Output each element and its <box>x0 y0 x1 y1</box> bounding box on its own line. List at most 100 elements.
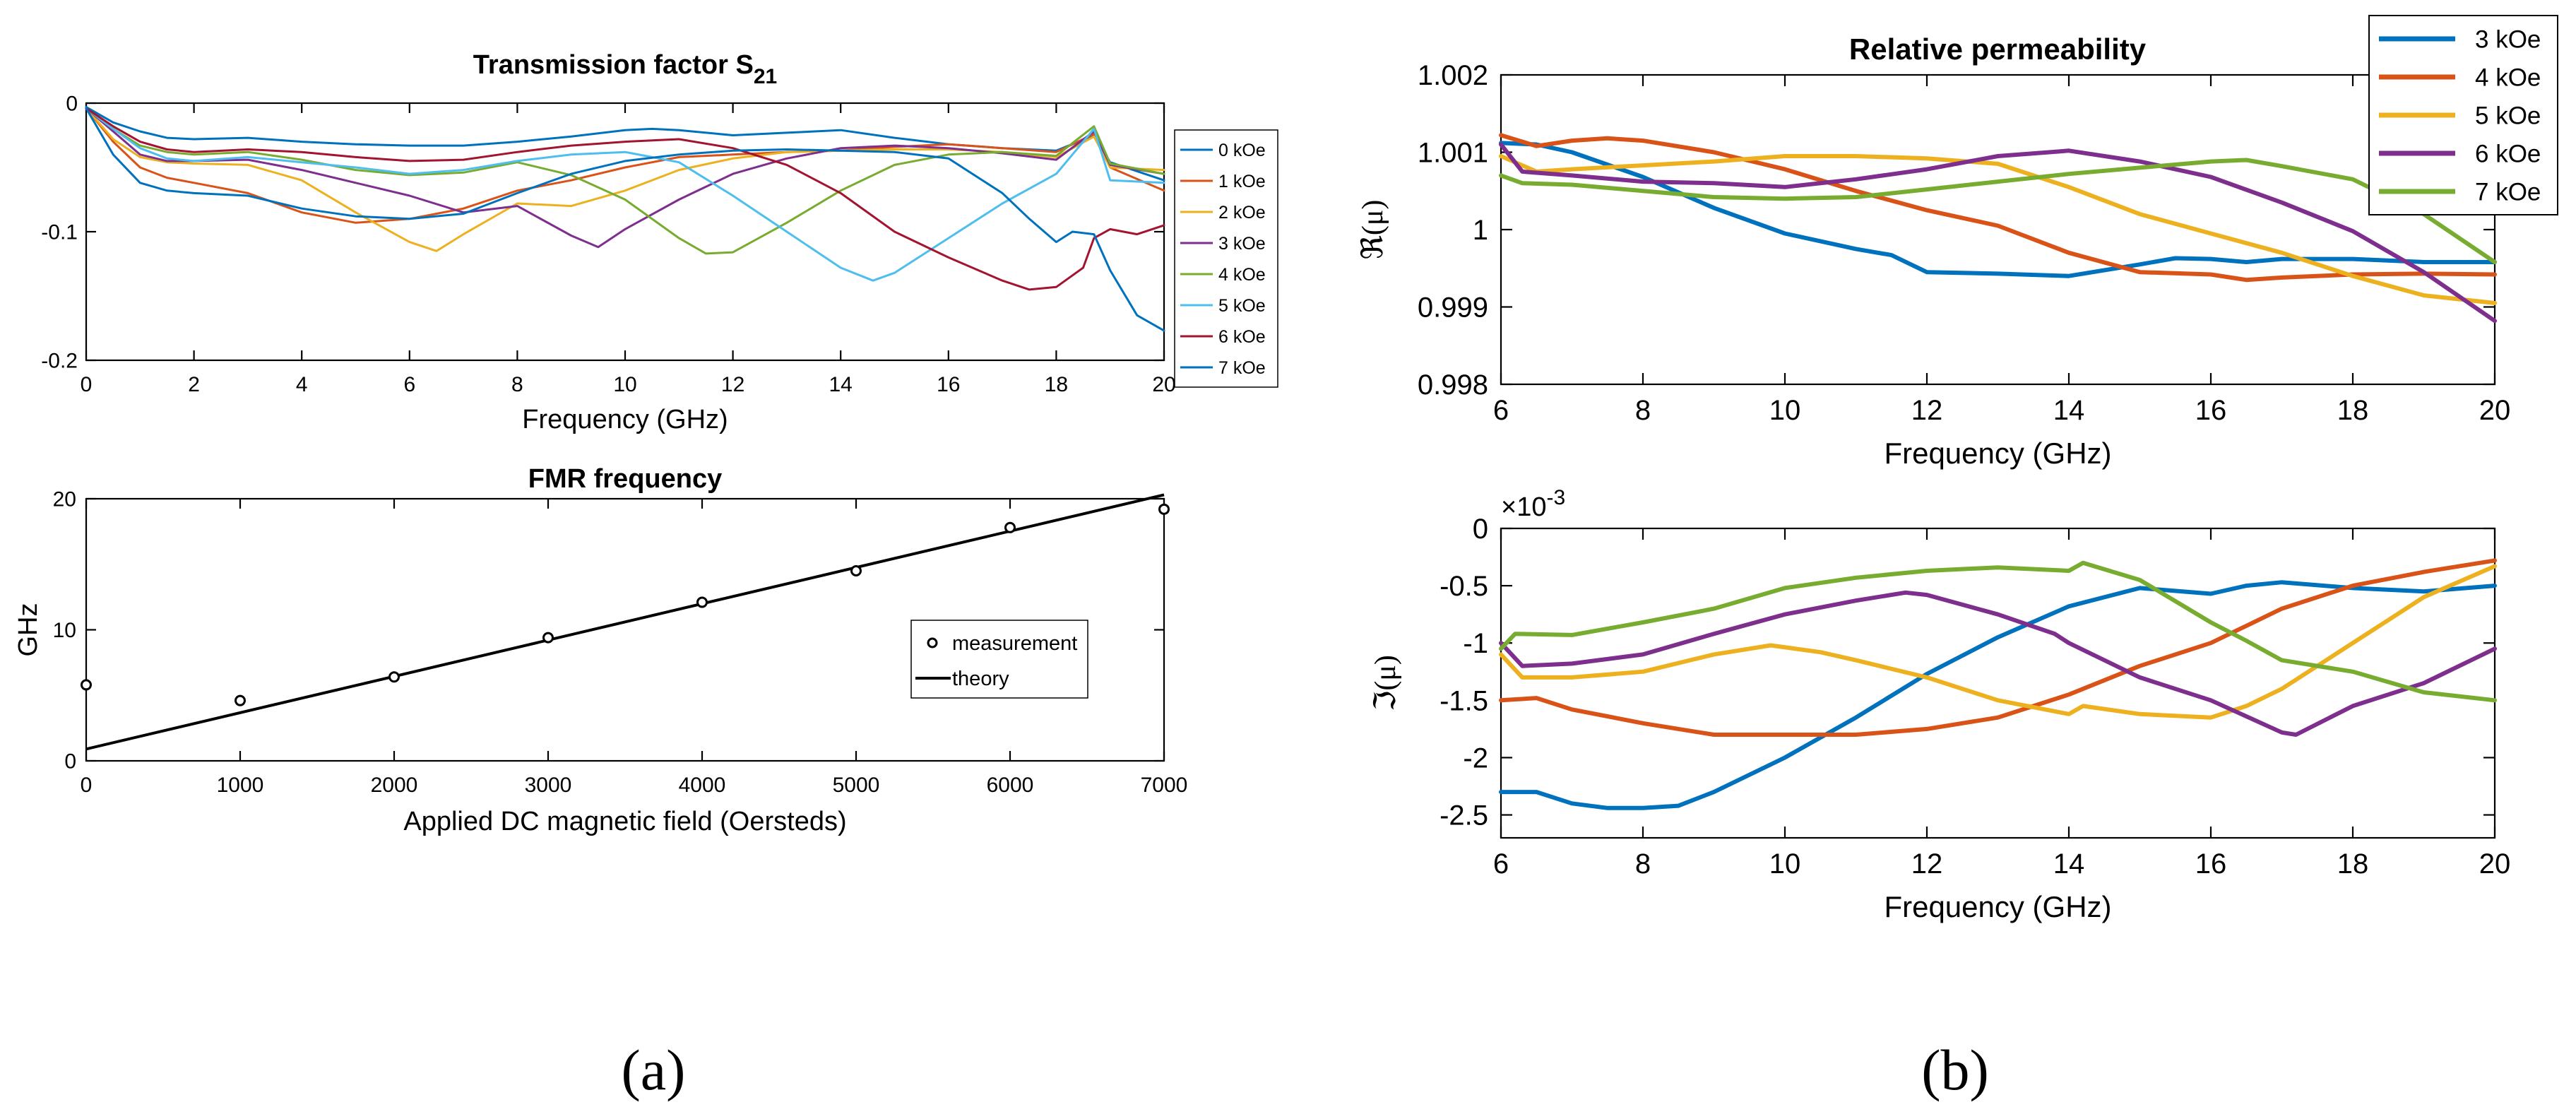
im-multiplier-base: ×10 <box>1501 492 1546 522</box>
im-y-tick-label: -0.5 <box>1440 571 1488 602</box>
s21-chart-title: Transmission factor S21 <box>473 50 777 88</box>
re-x-tick-label: 14 <box>2053 395 2085 426</box>
fmr-measurement-point <box>1004 521 1016 533</box>
fmr-theory-line <box>85 493 1165 751</box>
s21-x-tick-label: 12 <box>721 373 744 396</box>
s21-x-tick-label: 8 <box>511 373 523 396</box>
re-x-axis-label: Frequency (GHz) <box>1884 437 2111 470</box>
re-chart-title: Relative permeability <box>1849 32 2147 66</box>
s21-x-tick-label: 20 <box>1152 373 1175 396</box>
re-y-tick-label: 0.998 <box>1418 369 1488 401</box>
s21-x-tick-label: 10 <box>613 373 636 396</box>
im-x-tick-label: 10 <box>1769 848 1801 880</box>
chart-relative-permeability-imag: 6 8 10 12 14 16 18 20 -2.5 -2 -1.5 -1 -0.5 0 Frequency… <box>1370 486 2510 923</box>
fmr-measurement-point <box>81 679 92 691</box>
fmr-x-tick-label: 2000 <box>371 774 418 797</box>
re-x-tick-label: 8 <box>1635 395 1651 426</box>
fmr-y-tick-label: 10 <box>53 619 76 642</box>
im-x-tick-label: 18 <box>2337 848 2369 880</box>
s21-series-line-1-koe <box>85 107 1165 224</box>
im-x-tick-label: 6 <box>1493 848 1509 880</box>
im-series-line-3-koe <box>1499 580 2497 810</box>
re-x-tick-label: 10 <box>1769 395 1801 426</box>
im-x-axis-label: Frequency (GHz) <box>1884 890 2111 923</box>
im-y-tick-label: -1 <box>1463 628 1488 659</box>
im-x-tick-label: 14 <box>2053 848 2085 880</box>
fmr-chart-title: FMR frequency <box>528 464 722 494</box>
im-y-tick-label: -2 <box>1463 742 1488 774</box>
re-legend-label: 5 kOe <box>2475 102 2541 130</box>
re-series-line-3-koe <box>1499 141 2497 278</box>
re-x-tick-label: 6 <box>1493 395 1509 426</box>
re-y-tick-label: 0.999 <box>1418 292 1488 324</box>
im-y-axis-label: ℑ(μ) <box>1370 655 1402 711</box>
s21-title-main: Transmission factor S <box>473 50 754 80</box>
im-series-line-6-koe <box>1499 590 2497 737</box>
s21-legend-box <box>1174 129 1278 388</box>
s21-series-line-5-koe <box>85 107 1165 282</box>
s21-legend-label: 7 kOe <box>1218 358 1266 378</box>
im-series-line-5-koe <box>1499 564 2497 720</box>
s21-y-tick-label: -0.2 <box>41 350 78 373</box>
s21-legend-label: 0 kOe <box>1218 141 1266 160</box>
re-x-tick-label: 20 <box>2479 395 2511 426</box>
re-legend-label: 3 kOe <box>2475 26 2541 54</box>
fmr-y-tick-label: 20 <box>53 488 76 511</box>
s21-legend-label: 4 kOe <box>1218 265 1266 285</box>
im-x-tick-label: 20 <box>2479 848 2511 880</box>
im-y-tick-label: -2.5 <box>1440 800 1488 831</box>
s21-legend-label: 1 kOe <box>1218 172 1266 191</box>
fmr-measurement-point <box>542 632 554 644</box>
fmr-x-axis-label: Applied DC magnetic field (Oersteds) <box>403 807 846 836</box>
fmr-legend-box <box>910 620 1088 699</box>
fmr-x-tick-label: 3000 <box>525 774 572 797</box>
s21-series-line-7-koe <box>85 107 1165 332</box>
im-multiplier-exponent: -3 <box>1546 486 1565 509</box>
re-y-tick-label: 1.002 <box>1418 60 1488 91</box>
s21-series-line-4-koe <box>85 107 1165 255</box>
s21-series-line-0-koe <box>85 106 1165 182</box>
fmr-measurement-point <box>850 565 862 577</box>
re-x-tick-label: 16 <box>2195 395 2227 426</box>
fmr-x-tick-label: 0 <box>81 774 93 797</box>
s21-x-tick-label: 16 <box>937 373 960 396</box>
panel-label-a: (a) <box>621 1038 685 1102</box>
s21-x-tick-label: 14 <box>829 373 853 396</box>
s21-legend-label: 6 kOe <box>1218 327 1266 347</box>
chart-fmr-frequency: 0 1000 2000 3000 4000 5000 6000 7000 0 10 20 Applie… <box>13 464 1187 836</box>
im-axis-multiplier: ×10-3 <box>1501 486 1565 522</box>
re-legend-label: 6 kOe <box>2475 141 2541 168</box>
im-y-tick-label: -1.5 <box>1440 685 1488 716</box>
fmr-legend-label: measurement <box>952 632 1077 655</box>
fmr-measurement-point <box>1158 503 1170 515</box>
s21-series-line-6-koe <box>85 107 1165 291</box>
s21-x-tick-label: 2 <box>188 373 200 396</box>
re-legend-label: 4 kOe <box>2475 64 2541 92</box>
chart-transmission-factor: 0 2 4 6 8 10 12 14 16 18 20 -0.2 -0.1 0 Frequency (GHz… <box>41 50 1278 434</box>
s21-y-tick-label: -0.1 <box>41 221 78 244</box>
fmr-measurement-point <box>235 694 246 706</box>
s21-x-tick-label: 18 <box>1045 373 1068 396</box>
s21-legend-label: 3 kOe <box>1218 234 1266 254</box>
fmr-y-tick-label: 0 <box>64 750 76 774</box>
fmr-x-tick-label: 6000 <box>987 774 1034 797</box>
s21-title-subscript: 21 <box>754 65 777 88</box>
re-series-line-7-koe <box>1499 158 2497 264</box>
s21-x-axis-label: Frequency (GHz) <box>522 405 728 434</box>
re-y-tick-label: 1.001 <box>1418 138 1488 169</box>
fmr-measurement-point <box>388 671 400 683</box>
re-series-line-4-koe <box>1499 133 2497 283</box>
fmr-legend-marker <box>927 637 938 649</box>
fmr-y-axis-label: GHz <box>13 603 43 657</box>
im-series-line-4-koe <box>1499 558 2497 737</box>
s21-x-tick-label: 0 <box>81 373 93 396</box>
fmr-measurement-point <box>696 596 708 608</box>
fmr-x-tick-label: 1000 <box>217 774 264 797</box>
im-x-tick-label: 8 <box>1635 848 1651 880</box>
s21-legend-label: 5 kOe <box>1218 296 1266 316</box>
s21-legend-label: 2 kOe <box>1218 203 1266 223</box>
re-legend-label: 7 kOe <box>2475 179 2541 206</box>
fmr-x-tick-label: 5000 <box>833 774 880 797</box>
re-y-tick-label: 1 <box>1473 215 1488 246</box>
